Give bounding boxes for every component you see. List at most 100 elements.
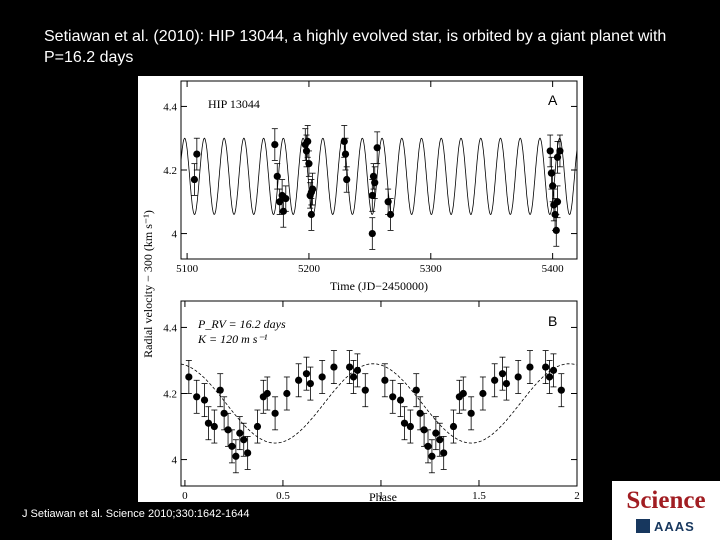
data-point: [479, 376, 487, 411]
data-point: [428, 439, 436, 474]
x-tick-label: 5200: [298, 263, 321, 275]
point-marker: [228, 442, 236, 450]
point-marker: [498, 370, 507, 378]
data-point: [306, 366, 314, 401]
data-point: [440, 436, 448, 470]
data-point: [371, 166, 379, 200]
data-point: [283, 376, 291, 411]
y-tick-label: 4: [172, 455, 178, 467]
data-point: [556, 134, 564, 168]
point-marker: [193, 150, 201, 158]
data-point: [193, 379, 201, 414]
point-marker: [353, 366, 362, 374]
point-marker: [345, 363, 354, 371]
panel-b-xlabel: Phase: [369, 490, 397, 502]
x-tick-label: 2: [574, 490, 580, 502]
data-point: [244, 436, 252, 470]
data-point: [389, 379, 397, 414]
data-point: [253, 409, 262, 444]
data-point: [307, 198, 315, 231]
point-marker: [282, 195, 290, 203]
point-marker: [420, 426, 428, 434]
x-tick-label: 1: [378, 490, 384, 502]
point-marker: [263, 389, 271, 398]
data-point: [282, 185, 290, 212]
data-point: [432, 416, 440, 451]
point-marker: [547, 169, 556, 177]
point-marker: [216, 386, 224, 394]
data-point: [384, 188, 392, 215]
point-marker: [302, 370, 311, 378]
point-marker: [526, 363, 534, 371]
point-marker: [428, 452, 436, 460]
point-marker: [416, 409, 424, 417]
point-marker: [412, 386, 420, 394]
data-point: [271, 128, 279, 161]
point-marker: [553, 153, 562, 161]
point-marker: [283, 389, 291, 398]
point-marker: [545, 373, 554, 381]
panel-b: B P_RV = 16.2 days K = 120 m s⁻¹ Phase 0…: [163, 300, 580, 502]
point-marker: [341, 150, 350, 158]
point-marker: [459, 389, 467, 398]
data-point: [304, 125, 312, 158]
data-point: [542, 350, 550, 384]
rv-figure: A HIP 13044 Time (JD−2450000) 5100 5200 53…: [141, 80, 580, 502]
point-marker: [491, 376, 499, 384]
data-point: [295, 363, 303, 398]
y-tick-label: 4: [172, 229, 178, 241]
data-point: [553, 140, 562, 174]
data-point: [436, 422, 444, 457]
data-point: [263, 376, 271, 411]
point-marker: [556, 147, 564, 155]
data-point: [424, 429, 432, 464]
point-marker: [389, 393, 397, 401]
science-logo: Science AAAS: [612, 481, 720, 540]
point-marker: [190, 175, 199, 184]
data-point: [302, 356, 311, 391]
x-tick-label: 5400: [542, 263, 565, 275]
data-point: [190, 163, 199, 196]
data-point: [353, 353, 362, 388]
data-point: [220, 396, 228, 431]
point-marker: [185, 373, 193, 381]
point-marker: [400, 419, 409, 427]
panel-b-annotation-2: K = 120 m s⁻¹: [197, 332, 268, 346]
data-point: [224, 412, 232, 447]
data-point: [232, 439, 240, 474]
data-point: [552, 214, 560, 247]
data-point: [400, 406, 409, 441]
point-marker: [200, 396, 209, 404]
data-point: [449, 409, 458, 444]
data-point: [228, 429, 236, 464]
point-marker: [406, 422, 414, 431]
data-point: [305, 150, 313, 177]
data-point: [308, 172, 317, 206]
point-marker: [244, 449, 252, 457]
data-point: [193, 137, 201, 171]
point-marker: [220, 409, 228, 417]
logo-subtitle: AAAS: [654, 519, 695, 534]
point-marker: [340, 137, 348, 145]
data-point: [381, 363, 389, 398]
point-marker: [552, 226, 560, 234]
point-marker: [479, 389, 487, 398]
point-marker: [232, 452, 240, 460]
point-marker: [440, 449, 448, 457]
data-point: [416, 396, 424, 431]
point-marker: [368, 229, 376, 238]
data-point: [396, 383, 405, 418]
data-point: [459, 376, 467, 411]
point-marker: [193, 393, 201, 401]
figure-panel: A HIP 13044 Time (JD−2450000) 5100 5200 53…: [138, 76, 583, 502]
data-point: [343, 166, 351, 193]
y-tick-label: 4.2: [163, 389, 177, 401]
panel-b-axes: 0 0.5 1 1.5 2 4 4.2 4.4: [163, 301, 580, 502]
point-marker: [271, 409, 279, 417]
x-tick-label: 0.5: [276, 490, 290, 502]
point-marker: [330, 363, 338, 371]
point-marker: [295, 376, 303, 384]
data-point: [514, 360, 522, 394]
panel-b-letter: B: [548, 313, 557, 329]
panel-b-annotation-1: P_RV = 16.2 days: [197, 317, 286, 331]
